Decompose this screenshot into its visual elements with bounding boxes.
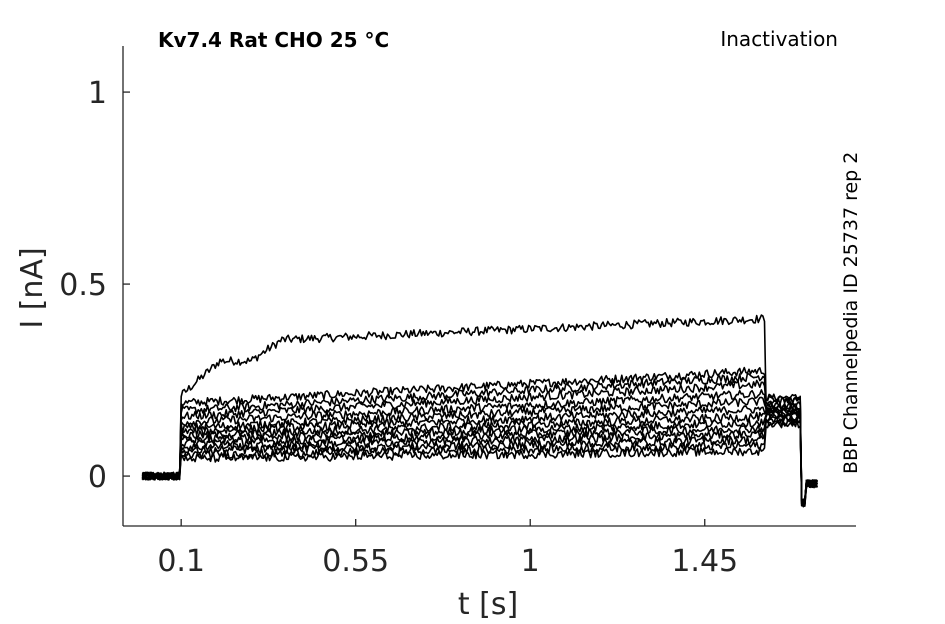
series-line <box>141 314 818 502</box>
series-line <box>142 405 818 506</box>
x-tick-label: 0.1 <box>157 544 205 579</box>
chart-title: Kv7.4 Rat CHO 25 °C <box>158 28 389 52</box>
x-tick-label: 1.45 <box>671 544 738 579</box>
y-axis-label: I [nA] <box>15 247 50 328</box>
series-line <box>141 416 818 507</box>
y-tick-label: 1 <box>88 76 107 111</box>
y-ticks: 00.51 <box>59 76 130 495</box>
x-tick-label: 0.55 <box>322 544 389 579</box>
series-line <box>142 372 818 504</box>
side-label: BBP Channelpedia ID 25737 rep 2 <box>840 152 862 474</box>
y-tick-label: 0.5 <box>59 268 107 303</box>
series-line <box>141 396 818 504</box>
series-line <box>141 366 818 503</box>
series-line <box>142 414 818 507</box>
plot-area: 0.1 0.55 1 1.45 00.51 <box>59 46 856 579</box>
x-axis-label: t [s] <box>458 587 518 622</box>
series-line <box>141 420 818 508</box>
series-line <box>141 412 818 506</box>
x-ticks: 0.1 0.55 1 1.45 <box>157 519 738 579</box>
series-line <box>142 389 818 505</box>
y-tick-label: 0 <box>88 460 107 495</box>
series-line <box>141 410 818 507</box>
series-line <box>141 408 818 505</box>
traces <box>141 314 818 508</box>
x-tick-label: 1 <box>521 544 540 579</box>
chart-subtitle: Inactivation <box>720 27 838 51</box>
series-line <box>141 379 818 505</box>
